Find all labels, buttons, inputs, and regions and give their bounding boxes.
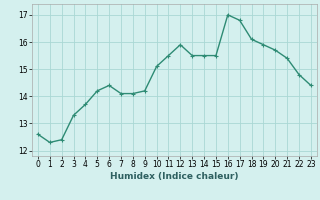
X-axis label: Humidex (Indice chaleur): Humidex (Indice chaleur) [110,172,239,181]
